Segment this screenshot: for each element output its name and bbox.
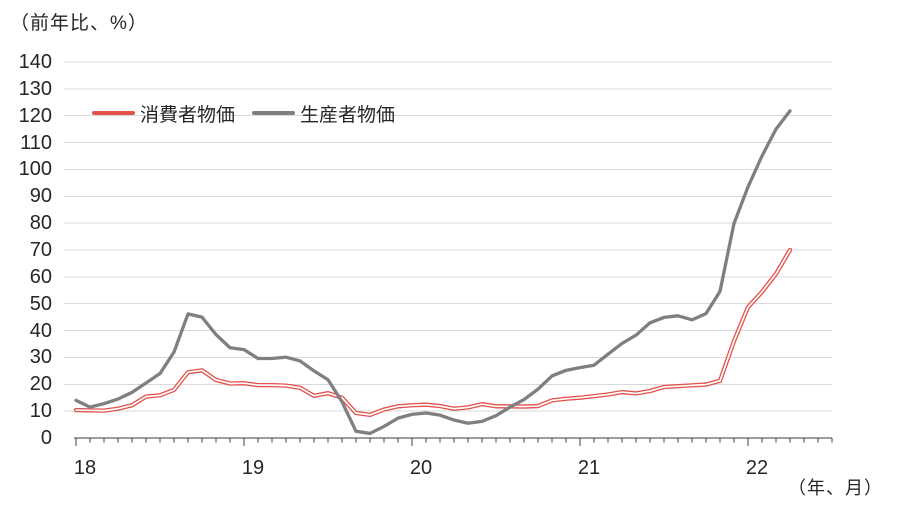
legend-item-consumer: 消費者物価 — [92, 100, 235, 127]
y-tick-label: 20 — [29, 373, 52, 396]
y-tick-label: 0 — [40, 427, 52, 449]
x-year-label: 22 — [745, 457, 769, 479]
y-tick-label: 40 — [29, 319, 52, 342]
x-year-label: 20 — [409, 457, 433, 479]
y-tick-label: 110 — [20, 131, 52, 154]
legend-label-producer: 生産者物価 — [300, 104, 396, 126]
y-tick-label: 80 — [29, 212, 52, 235]
y-tick-label: 120 — [18, 104, 52, 127]
legend: 消費者物価 生産者物価 — [92, 100, 395, 127]
x-year-label: 18 — [73, 457, 97, 479]
legend-label-consumer: 消費者物価 — [140, 104, 236, 126]
x-year-label: 19 — [241, 457, 265, 479]
y-tick-label: 10 — [29, 400, 52, 423]
y-tick-label: 130 — [18, 77, 52, 100]
y-tick-label: 140 — [18, 51, 52, 73]
consumer-price-line — [73, 247, 793, 418]
x-axis-unit-label: （年、月） — [788, 478, 883, 498]
consumer-price-line-core — [75, 249, 791, 416]
y-tick-label: 100 — [18, 158, 52, 181]
y-tick-label: 60 — [29, 265, 52, 288]
y-tick-label: 30 — [29, 346, 52, 369]
y-tick-label: 50 — [29, 292, 52, 315]
y-tick-label: 90 — [29, 185, 52, 208]
producer-line-swatch — [252, 110, 296, 116]
legend-item-producer: 生産者物価 — [252, 100, 395, 127]
y-tick-label: 70 — [29, 239, 52, 261]
producer-price-line — [74, 109, 792, 436]
x-year-label: 21 — [577, 457, 601, 479]
chart-title: （前年比、%） — [10, 13, 148, 34]
consumer-line-swatch — [92, 110, 135, 116]
